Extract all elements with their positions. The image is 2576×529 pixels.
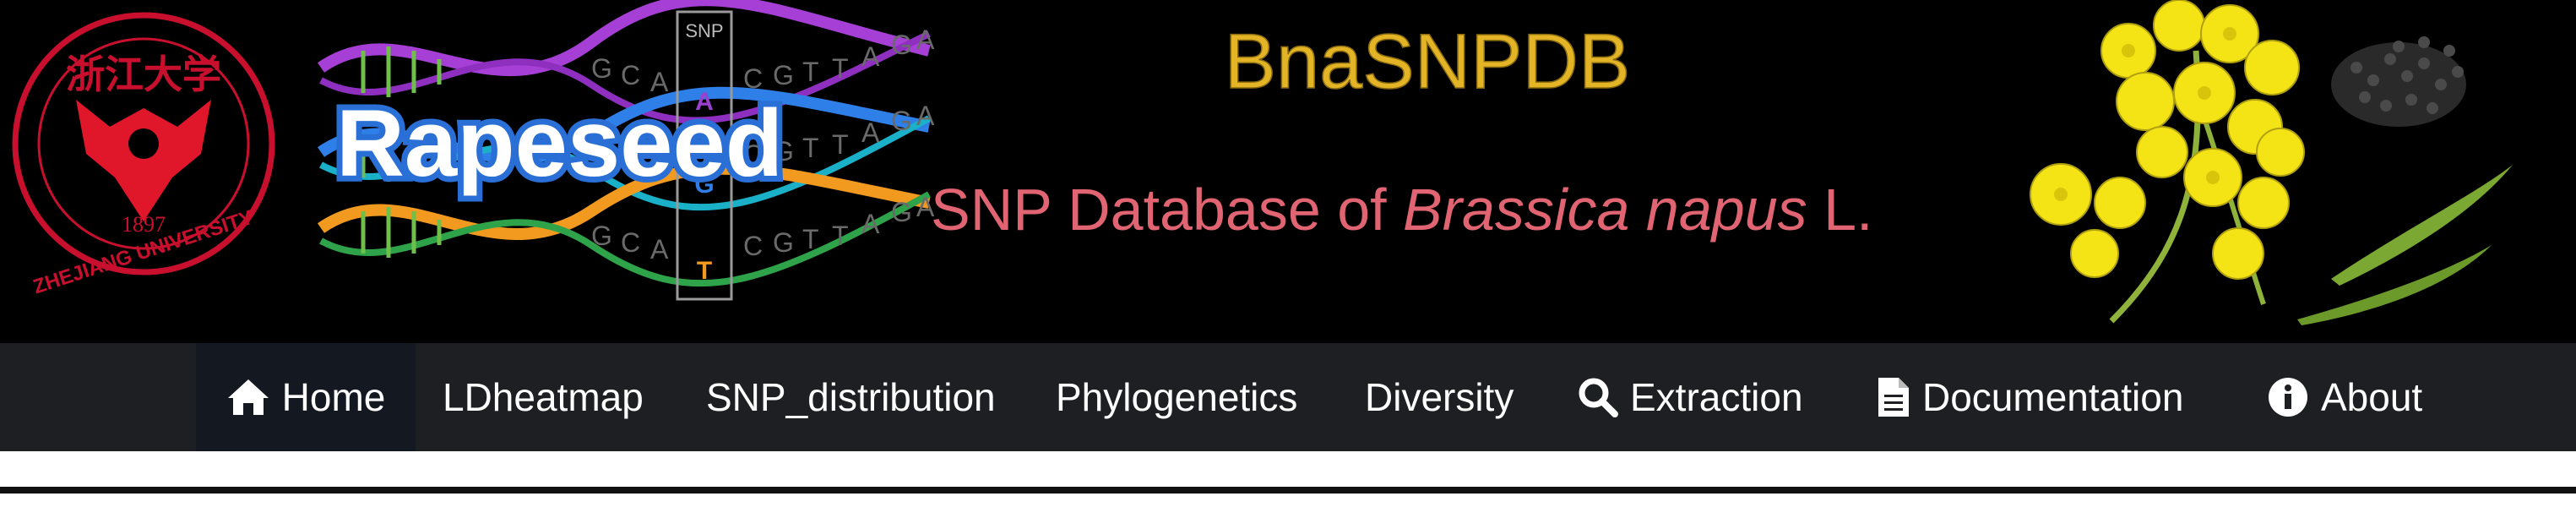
dna-letter: G: [591, 221, 612, 251]
nav-diversity-label: Diversity: [1365, 375, 1514, 419]
subtitle-suffix: L.: [1807, 177, 1873, 243]
dna-letter: A: [861, 41, 880, 72]
database-subtitle: SNP Database of Brassica napus L.: [931, 177, 1872, 243]
dna-letter: G: [891, 30, 912, 60]
rapeseed-flower-image: [2030, 0, 2305, 324]
dna-letter: A: [650, 143, 669, 173]
dna-letter: G: [591, 129, 612, 160]
nav-extraction[interactable]: Extraction: [1578, 343, 1803, 451]
dna-letter: A: [861, 117, 880, 148]
nav-phylogenetics[interactable]: Phylogenetics: [1056, 343, 1297, 451]
dna-letter: A: [650, 67, 669, 97]
dna-letter: T: [802, 57, 819, 87]
dna-letter: A: [650, 234, 669, 264]
rapeseed-seeds-image: [2331, 36, 2466, 127]
dna-letter: G: [773, 60, 794, 90]
dna-letter: A: [916, 25, 935, 55]
search-icon: [1578, 377, 1618, 417]
rapeseed-pods-image: [2297, 165, 2513, 325]
nav-home[interactable]: Home: [196, 343, 416, 451]
brand-word: Rapeseed: [336, 90, 783, 196]
brand-word-outline: Rapeseed: [336, 90, 783, 196]
nav-ldheatmap[interactable]: LDheatmap: [443, 343, 644, 451]
dna-helix-graphic: [317, 0, 931, 301]
nav-ldheatmap-label: LDheatmap: [443, 375, 644, 419]
nav-diversity[interactable]: Diversity: [1365, 343, 1514, 451]
dna-letter: C: [621, 227, 640, 258]
document-icon: [1877, 376, 1910, 418]
dna-letter: C: [743, 63, 763, 94]
dna-letter: C: [621, 136, 640, 166]
header-banner: 浙江大学 1897 ZHEJIANG UNIVERSITY SNP G C A …: [0, 0, 2576, 343]
nav-documentation[interactable]: Documentation: [1877, 343, 2183, 451]
nav-documentation-label: Documentation: [1922, 375, 2184, 419]
dna-letter: T: [802, 224, 819, 254]
main-navigation: Home LDheatmap SNP_distribution Phylogen…: [0, 343, 2576, 451]
dna-letter: T: [832, 53, 849, 84]
nav-about[interactable]: About: [2267, 343, 2422, 451]
dna-snp-label: SNP: [685, 20, 723, 41]
dna-letter: A: [916, 192, 935, 222]
dna-letter: C: [743, 231, 763, 261]
dna-letter: G: [891, 197, 912, 227]
logo-seal-text: 浙江大学: [66, 52, 221, 97]
dna-letter: G: [891, 106, 912, 136]
nav-phylogenetics-label: Phylogenetics: [1056, 375, 1298, 419]
content-area: [0, 451, 2576, 487]
info-icon: [2267, 376, 2309, 418]
nav-snp-distribution[interactable]: SNP_distribution: [706, 343, 996, 451]
dna-letter: T: [832, 221, 849, 251]
nav-home-label: Home: [281, 375, 386, 419]
home-icon: [226, 378, 270, 417]
subtitle-prefix: SNP Database of: [931, 177, 1403, 243]
nav-about-label: About: [2321, 375, 2423, 419]
logo-year: 1897: [122, 212, 166, 237]
dna-letter: T: [802, 133, 819, 163]
dna-letter: T: [832, 129, 849, 160]
dna-letter: G: [773, 227, 794, 258]
database-title: BnaSNPDB: [1225, 19, 1631, 105]
snp-base-a: A: [695, 88, 714, 116]
dna-letter: G: [591, 53, 612, 84]
dna-letter: C: [621, 60, 640, 90]
nav-extraction-label: Extraction: [1630, 375, 1803, 419]
dna-letter: A: [916, 101, 935, 131]
dna-letter: A: [861, 209, 880, 239]
university-logo[interactable]: 浙江大学 1897 ZHEJIANG UNIVERSITY: [12, 12, 275, 298]
subtitle-species: Brassica napus: [1403, 177, 1807, 243]
dna-letter: G: [773, 136, 794, 166]
nav-snp-distribution-label: SNP_distribution: [706, 375, 996, 419]
dna-letter: C: [743, 139, 763, 170]
divider-line: [0, 487, 2576, 494]
snp-base-t: T: [697, 257, 712, 285]
snp-base-g: G: [694, 171, 714, 199]
